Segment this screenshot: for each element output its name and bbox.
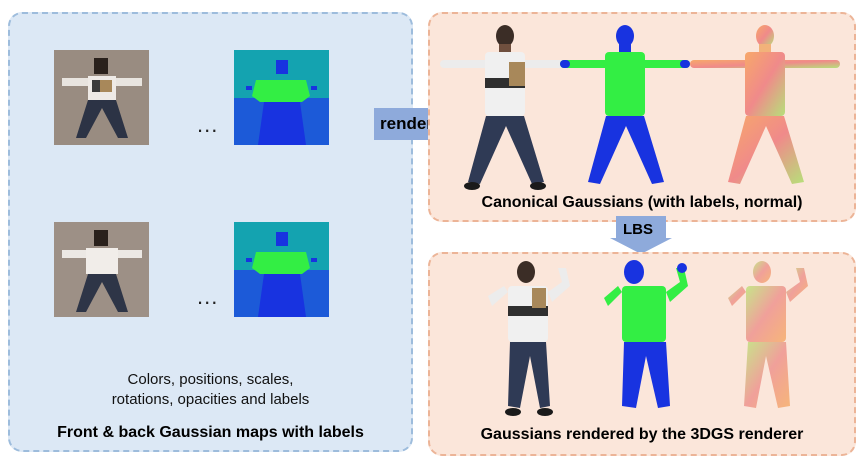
posed-rgb-figure: [488, 261, 570, 416]
canonical-rgb-figure: [440, 25, 570, 190]
ellipsis-top: ...: [197, 112, 219, 137]
canonical-normal-figure: [690, 25, 840, 184]
front-color-map: [54, 50, 149, 145]
left-panel-title: Front & back Gaussian maps with labels: [57, 424, 364, 441]
front-label-map: [234, 50, 329, 145]
attributes-line-1: Colors, positions, scales,: [127, 371, 294, 388]
posed-label-figure: [604, 260, 688, 408]
back-color-map: [54, 222, 149, 317]
lbs-label: LBS: [623, 221, 653, 238]
back-label-map: [234, 222, 329, 317]
attributes-line-2: rotations, opacities and labels: [111, 391, 310, 408]
canonical-label-figure: [560, 25, 690, 184]
canonical-panel-title: Canonical Gaussians (with labels, normal…: [481, 194, 803, 211]
lbs-arrow-icon: [610, 216, 672, 254]
ellipsis-bottom: ...: [197, 284, 219, 309]
rendered-panel-title: Gaussians rendered by the 3DGS renderer: [480, 426, 804, 443]
posed-normal-figure: [728, 261, 808, 408]
